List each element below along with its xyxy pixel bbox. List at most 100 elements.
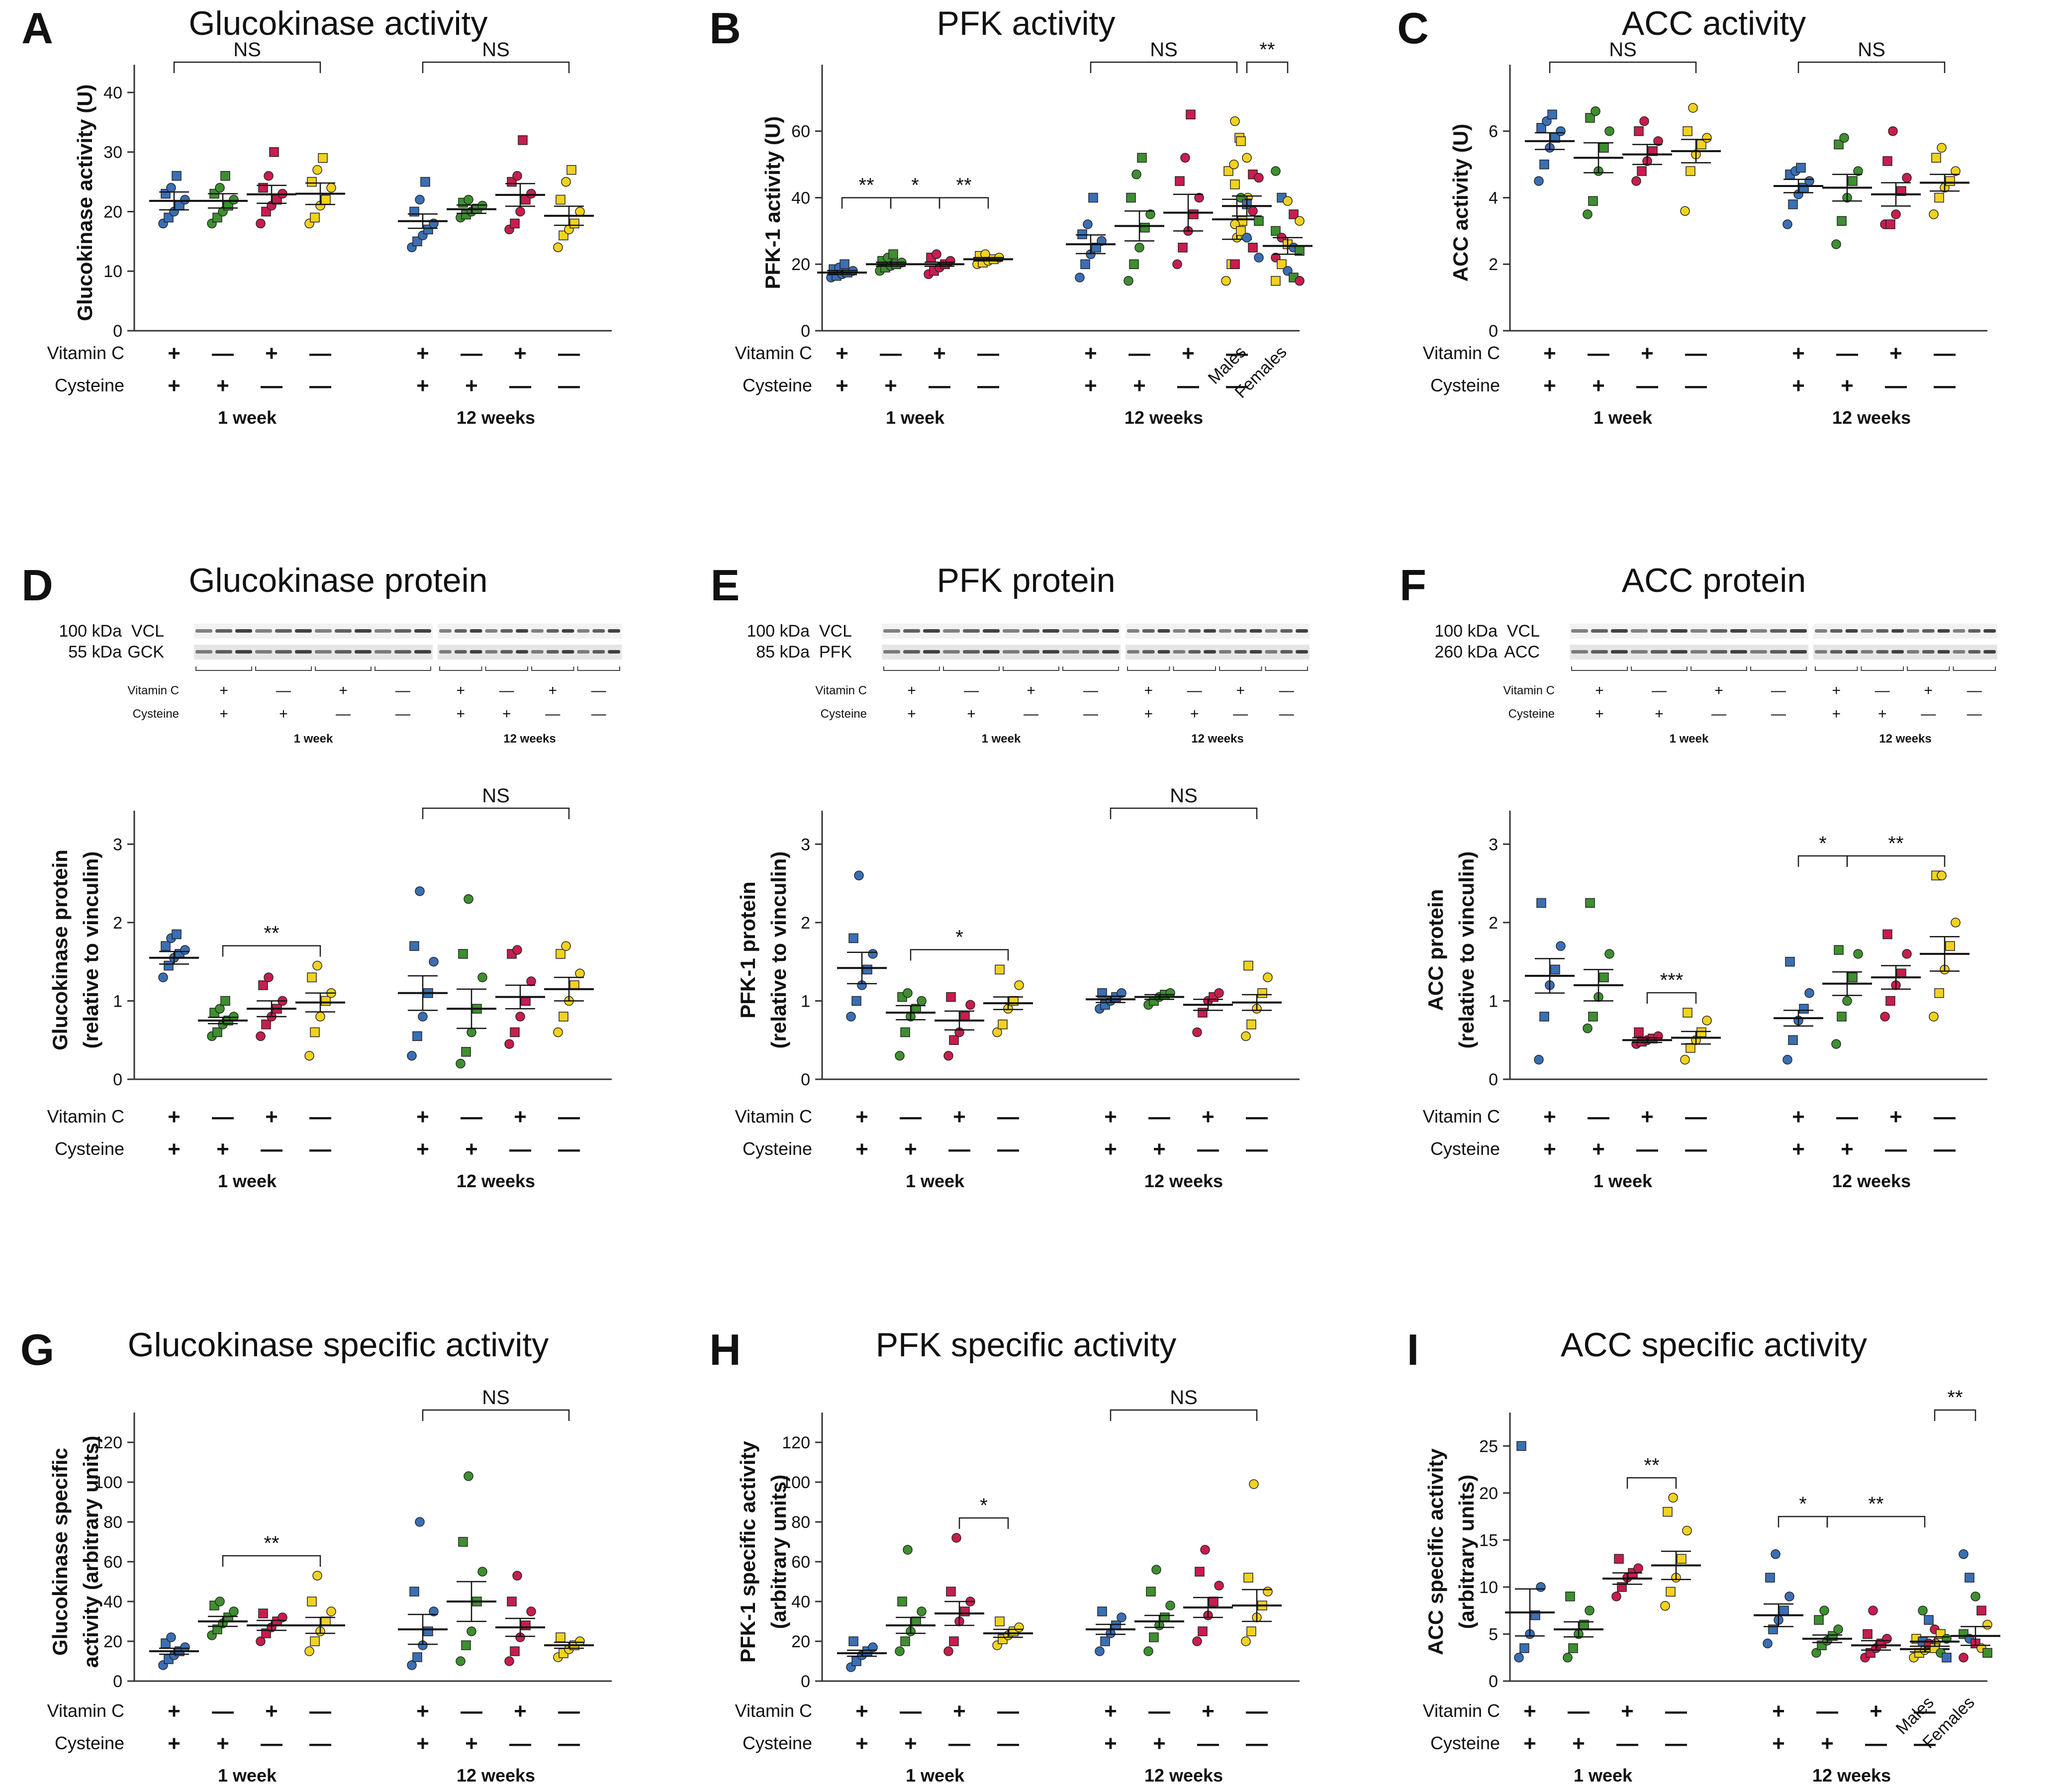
data-point	[407, 1660, 417, 1670]
cysteine-sign: —	[1616, 1731, 1638, 1756]
cysteine-sign: +	[1543, 374, 1556, 398]
cysteine-sign: —	[1685, 1137, 1707, 1161]
data-point	[1583, 1023, 1593, 1034]
blot-band	[295, 650, 312, 654]
blot-cysteine-sign: +	[1144, 706, 1153, 722]
panel-letter: I	[1407, 1325, 1419, 1374]
data-point	[423, 1626, 433, 1636]
group-3	[963, 249, 1013, 269]
data-point	[556, 194, 565, 205]
blot-vitamin-c-sign: —	[395, 682, 410, 699]
data-point	[1839, 133, 1849, 143]
panel-title: Glucokinase protein	[188, 562, 487, 599]
data-point	[212, 1027, 222, 1037]
group-6	[1851, 1605, 1901, 1663]
blot-cysteine-sign: —	[1233, 706, 1248, 722]
data-point	[1563, 1652, 1573, 1663]
blot-band	[1750, 629, 1767, 633]
y-tick-label: 120	[94, 1433, 122, 1452]
y-tick-label: 0	[113, 1070, 122, 1089]
y-tick-label: 60	[791, 1553, 810, 1572]
blot-cysteine-label: Cysteine	[821, 707, 867, 721]
lane-bracket	[1173, 666, 1216, 671]
data-point	[304, 1050, 314, 1061]
group-6	[495, 945, 545, 1049]
data-point	[1771, 1549, 1781, 1559]
group-3	[295, 153, 345, 229]
lane-bracket	[1219, 666, 1262, 671]
bracket-line	[1778, 1515, 1828, 1528]
blot-band	[1922, 650, 1935, 654]
vitamin-c-sign: +	[1889, 1105, 1902, 1129]
blot-band	[1690, 629, 1707, 633]
significance-label: NS	[482, 39, 510, 61]
blot-vitamin-c-sign: —	[1083, 682, 1098, 699]
significance-bracket: *	[1778, 1493, 1828, 1528]
data-point	[1686, 1043, 1695, 1053]
data-point	[1686, 166, 1695, 176]
bracket-line	[422, 1409, 570, 1421]
data-point	[1539, 1012, 1549, 1022]
western-blot: 100 kDa VCL 55 kDa GCK Vitamin C Cysteine + + — +…	[59, 622, 622, 746]
treatment-table: Vitamin C Cysteine + + — + + — — — + + — + + — — — 1 week 1…	[735, 1105, 1268, 1191]
cysteine-label: Cysteine	[1430, 1733, 1500, 1753]
data-point	[556, 1632, 565, 1642]
bracket-line	[222, 1555, 321, 1567]
data-point	[1688, 103, 1698, 113]
data-point	[1124, 276, 1133, 286]
significance-label: *	[1819, 833, 1827, 854]
data-point	[992, 1027, 1002, 1037]
data-point	[995, 1616, 1005, 1626]
data-point	[1863, 1629, 1873, 1639]
bracket-line	[422, 807, 570, 819]
blot-band	[562, 629, 574, 633]
cysteine-sign: —	[1636, 374, 1658, 398]
cysteine-label: Cysteine	[55, 375, 124, 395]
blot-band	[1710, 650, 1727, 654]
blot-band	[1770, 650, 1787, 654]
panel-title: Glucokinase specific activity	[128, 1326, 549, 1364]
group-2	[935, 992, 984, 1061]
group-0	[837, 870, 887, 1022]
y-tick-label: 40	[103, 84, 122, 102]
vitamin-c-label: Vitamin C	[47, 1700, 124, 1721]
blot-vitamin-c-sign: +	[1236, 682, 1245, 699]
cysteine-sign: +	[465, 1731, 478, 1756]
data-point	[895, 1050, 905, 1061]
vitamin-c-sign: +	[953, 1699, 966, 1723]
blot-band	[983, 629, 1000, 633]
data-point	[1880, 1012, 1890, 1022]
blot-band	[295, 629, 312, 633]
blot-band	[1142, 650, 1155, 654]
significance-label: **	[1888, 833, 1903, 854]
data-point	[1214, 1581, 1224, 1591]
data-point	[1868, 1605, 1878, 1615]
blot-band	[1142, 629, 1155, 633]
blot-band	[608, 629, 620, 633]
cysteine-sign: —	[948, 1731, 970, 1756]
group-2	[1602, 1554, 1652, 1602]
blot-band	[577, 650, 590, 654]
data-point	[917, 1606, 927, 1616]
bracket-line	[910, 949, 1009, 961]
blot-band	[1845, 629, 1858, 633]
sex-data-point	[1959, 1652, 1969, 1663]
data-point	[1556, 941, 1566, 951]
data-point	[1131, 169, 1141, 180]
y-tick-label: 0	[801, 1070, 810, 1089]
sex-data-point	[1236, 136, 1246, 146]
data-point	[220, 996, 230, 1006]
data-point	[1788, 199, 1798, 209]
vitamin-c-label: Vitamin C	[735, 1700, 812, 1721]
data-point	[1221, 276, 1231, 286]
data-point	[307, 177, 317, 187]
cysteine-sign: +	[216, 374, 229, 398]
y-tick-label: 6	[1489, 122, 1498, 141]
y-tick-label: 60	[103, 1553, 122, 1572]
blot-cysteine-sign: +	[1190, 706, 1199, 722]
y-tick-label: 0	[1489, 322, 1498, 341]
data-point	[943, 1646, 953, 1656]
cysteine-sign: —	[997, 1731, 1019, 1756]
group-5	[447, 1471, 496, 1666]
data-point	[1014, 980, 1024, 990]
